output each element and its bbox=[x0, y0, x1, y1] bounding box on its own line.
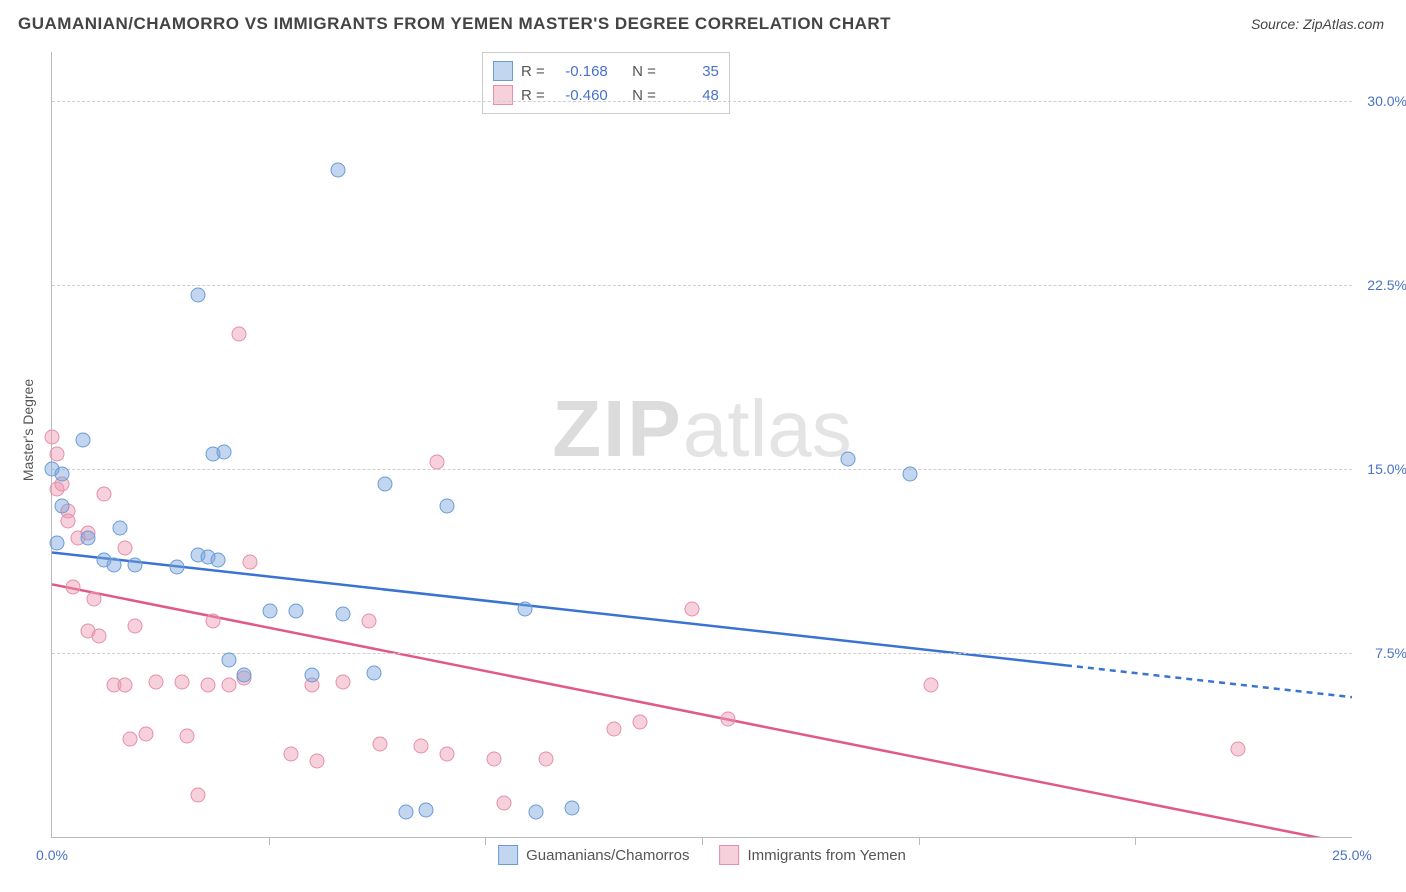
data-point bbox=[50, 535, 65, 550]
data-point bbox=[190, 287, 205, 302]
x-tick bbox=[702, 837, 703, 845]
data-point bbox=[180, 729, 195, 744]
data-point bbox=[528, 805, 543, 820]
data-point bbox=[190, 788, 205, 803]
data-point bbox=[97, 486, 112, 501]
data-point bbox=[367, 665, 382, 680]
data-point bbox=[237, 668, 252, 683]
data-point bbox=[684, 601, 699, 616]
gridline bbox=[52, 469, 1352, 470]
data-point bbox=[539, 751, 554, 766]
y-tick-label: 22.5% bbox=[1367, 277, 1406, 293]
data-point bbox=[398, 805, 413, 820]
x-tick bbox=[919, 837, 920, 845]
y-tick-label: 7.5% bbox=[1375, 645, 1406, 661]
data-point bbox=[362, 614, 377, 629]
data-point bbox=[206, 614, 221, 629]
data-point bbox=[123, 731, 138, 746]
data-point bbox=[232, 327, 247, 342]
data-point bbox=[840, 452, 855, 467]
data-point bbox=[336, 606, 351, 621]
data-point bbox=[216, 444, 231, 459]
data-point bbox=[372, 736, 387, 751]
y-tick-label: 15.0% bbox=[1367, 461, 1406, 477]
data-point bbox=[81, 530, 96, 545]
data-point bbox=[903, 466, 918, 481]
data-point bbox=[336, 675, 351, 690]
y-tick-label: 30.0% bbox=[1367, 93, 1406, 109]
data-point bbox=[565, 800, 580, 815]
data-point bbox=[117, 677, 132, 692]
data-point bbox=[414, 739, 429, 754]
data-point bbox=[107, 557, 122, 572]
scatter-plot: ZIPatlas R = -0.168 N = 35 R = -0.460 N … bbox=[51, 52, 1352, 838]
data-point bbox=[169, 560, 184, 575]
x-tick bbox=[269, 837, 270, 845]
data-point bbox=[55, 466, 70, 481]
data-point bbox=[440, 498, 455, 513]
data-point bbox=[419, 803, 434, 818]
data-point bbox=[175, 675, 190, 690]
data-point bbox=[440, 746, 455, 761]
data-point bbox=[60, 513, 75, 528]
data-point bbox=[91, 628, 106, 643]
legend-label-a: Guamanians/Chamorros bbox=[526, 847, 689, 864]
data-point bbox=[284, 746, 299, 761]
data-point bbox=[377, 476, 392, 491]
legend-swatch-a bbox=[498, 845, 518, 865]
chart-title: GUAMANIAN/CHAMORRO VS IMMIGRANTS FROM YE… bbox=[18, 14, 891, 34]
data-point bbox=[487, 751, 502, 766]
data-point bbox=[721, 712, 736, 727]
data-point bbox=[45, 430, 60, 445]
data-point bbox=[305, 668, 320, 683]
correlation-legend: R = -0.168 N = 35 R = -0.460 N = 48 bbox=[482, 52, 730, 114]
data-point bbox=[117, 540, 132, 555]
legend-swatch-a bbox=[493, 61, 513, 81]
data-point bbox=[211, 552, 226, 567]
data-point bbox=[606, 722, 621, 737]
data-point bbox=[112, 520, 127, 535]
data-point bbox=[429, 454, 444, 469]
data-point bbox=[263, 604, 278, 619]
data-point bbox=[632, 714, 647, 729]
data-point bbox=[86, 592, 101, 607]
watermark: ZIPatlas bbox=[552, 383, 851, 475]
data-point bbox=[50, 447, 65, 462]
gridline bbox=[52, 653, 1352, 654]
data-point bbox=[242, 555, 257, 570]
trend-lines bbox=[52, 52, 1352, 837]
y-axis-title: Master's Degree bbox=[20, 379, 36, 481]
data-point bbox=[128, 619, 143, 634]
legend-swatch-b bbox=[720, 845, 740, 865]
data-point bbox=[76, 432, 91, 447]
data-point bbox=[128, 557, 143, 572]
data-point bbox=[923, 677, 938, 692]
data-point bbox=[201, 677, 216, 692]
data-point bbox=[1230, 741, 1245, 756]
x-tick-label: 0.0% bbox=[36, 847, 68, 863]
data-point bbox=[289, 604, 304, 619]
data-point bbox=[310, 753, 325, 768]
data-point bbox=[221, 653, 236, 668]
series-legend: Guamanians/Chamorros Immigrants from Yem… bbox=[498, 845, 906, 865]
gridline bbox=[52, 101, 1352, 102]
data-point bbox=[138, 726, 153, 741]
data-point bbox=[497, 795, 512, 810]
x-tick bbox=[1135, 837, 1136, 845]
x-tick bbox=[485, 837, 486, 845]
data-point bbox=[55, 498, 70, 513]
data-point bbox=[331, 162, 346, 177]
source-label: Source: ZipAtlas.com bbox=[1251, 16, 1384, 32]
data-point bbox=[149, 675, 164, 690]
data-point bbox=[65, 579, 80, 594]
data-point bbox=[518, 601, 533, 616]
x-tick-label: 25.0% bbox=[1332, 847, 1372, 863]
data-point bbox=[221, 677, 236, 692]
legend-label-b: Immigrants from Yemen bbox=[748, 847, 906, 864]
gridline bbox=[52, 285, 1352, 286]
